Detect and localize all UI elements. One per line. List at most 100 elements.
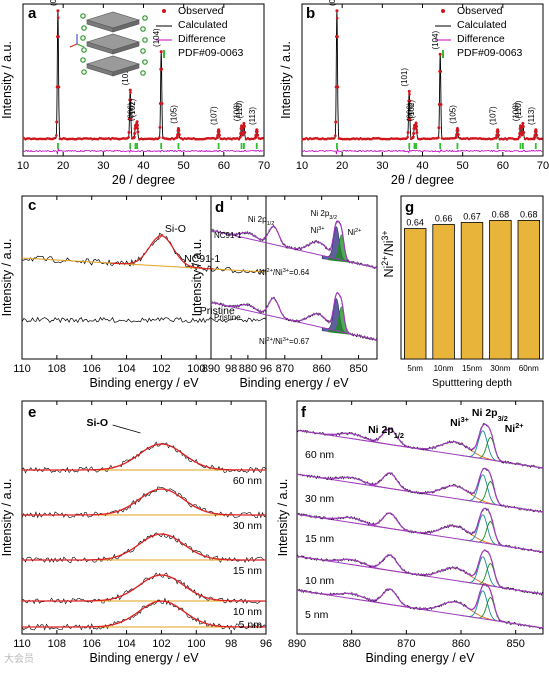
x-tick-label: 860 xyxy=(312,363,330,375)
panel-g: g 0.64 5nm 0.66 10nm 0.67 15nm 0.68 30nm 0.68 60nm… xyxy=(380,195,544,389)
x-tick-label: 850 xyxy=(506,638,524,650)
observed-point xyxy=(335,9,339,13)
ni-2p12-label: Ni 2p1/2 xyxy=(248,215,274,227)
legend-entry: Difference xyxy=(178,33,226,45)
difference-line xyxy=(301,148,543,155)
x-tick-label: 104 xyxy=(117,638,135,650)
x-tick-label: 30nm xyxy=(490,364,510,373)
observed-point xyxy=(73,137,76,141)
octahedral-layer-side xyxy=(112,63,140,77)
si-o-peak-label: Si-O xyxy=(165,223,186,235)
fit-curve-1 xyxy=(22,488,266,516)
panel-f: f 890 880 870 860 850 Binding energy / eV Inten… xyxy=(276,400,544,665)
depth-label-1: 30 nm xyxy=(305,493,334,505)
x-tick-label: 108 xyxy=(48,363,66,375)
observed-point xyxy=(317,137,321,141)
depth-label-0: 60 nm xyxy=(305,449,334,461)
watermark: 大会员 xyxy=(4,654,34,665)
ni3-label: Ni3+ xyxy=(450,415,469,430)
observed-point xyxy=(496,133,500,137)
hkl-label: (101) xyxy=(121,66,130,85)
x-tick-label: 60 xyxy=(497,160,509,172)
observed-point xyxy=(35,137,38,141)
y-axis-label: Intensity / a.u. xyxy=(0,479,14,557)
panel-letter: c xyxy=(28,197,36,214)
x-tick-label: 20 xyxy=(336,160,348,172)
x-tick-label: 40 xyxy=(137,160,149,172)
panel-letter: a xyxy=(28,5,37,22)
observed-point xyxy=(175,135,179,139)
observed-point xyxy=(217,133,221,137)
x-tick-label: 70 xyxy=(537,160,549,172)
observed-point xyxy=(158,136,161,139)
observed-point xyxy=(336,85,340,89)
y-axis-label: Ni2+/Ni3+ xyxy=(380,230,396,277)
observed-point xyxy=(194,137,197,141)
x-tick-label: 860 xyxy=(452,638,470,650)
hkl-label: (104) xyxy=(152,28,161,47)
depth-label-4: 5 nm xyxy=(305,609,329,621)
observed-point xyxy=(335,35,339,39)
hkl-label: (110) xyxy=(235,100,244,118)
x-tick-label: 30 xyxy=(97,160,109,172)
lithium-atom xyxy=(140,26,146,32)
observed-point xyxy=(135,120,139,124)
observed-point xyxy=(56,35,60,39)
observed-point xyxy=(449,136,453,140)
plot-frame xyxy=(296,400,544,635)
ni-2p32-label: Ni 2p3/2 xyxy=(311,209,337,221)
observed-point xyxy=(323,137,326,141)
observed-point xyxy=(456,133,460,137)
bar-30nm xyxy=(489,220,512,360)
lithium-atom xyxy=(140,70,146,76)
observed-point xyxy=(341,137,344,141)
legend-marker-observed xyxy=(162,9,166,13)
observed-point xyxy=(261,136,264,140)
observed-point xyxy=(112,137,116,140)
x-tick-label: 870 xyxy=(397,638,415,650)
observed-point xyxy=(408,118,412,122)
x-tick-label: 10nm xyxy=(434,364,454,373)
raw-spectrum-1 xyxy=(21,486,267,519)
depth-label-4: 5 nm xyxy=(239,619,263,631)
legend-entry: Difference xyxy=(457,33,505,45)
observed-point xyxy=(415,131,419,135)
observed-point xyxy=(129,117,133,121)
x-tick-label: 40 xyxy=(416,160,428,172)
observed-point xyxy=(496,130,500,134)
observed-point xyxy=(242,124,246,128)
hkl-label: (101) xyxy=(400,68,409,87)
observed-point xyxy=(408,92,411,96)
series-label-pristine: Pristine xyxy=(200,305,235,317)
panel-c: c 110 108 106 104 102 100 98 96 Binding energy / … xyxy=(0,195,272,390)
observed-point xyxy=(238,135,242,139)
raw-spectrum-3 xyxy=(21,572,267,605)
bar-15nm xyxy=(460,222,484,360)
observed-point xyxy=(437,126,441,130)
panel-a: a 10 20 30 40 50 60 70 2θ / degree Intensity / a.… xyxy=(0,0,270,187)
observed-point xyxy=(521,121,525,125)
panel-letter: f xyxy=(301,404,307,421)
x-axis-label: 2θ / degree xyxy=(112,173,175,187)
observed-point xyxy=(240,126,244,130)
observed-point xyxy=(196,137,199,141)
x-tick-label: 106 xyxy=(83,363,101,375)
hkl-label: (107) xyxy=(210,106,219,125)
legend-entry: Calculated xyxy=(178,19,228,31)
observed-point xyxy=(160,102,164,106)
lithium-atom xyxy=(80,35,86,41)
depth-label-2: 15 nm xyxy=(305,533,334,545)
observed-point xyxy=(406,131,410,135)
octahedral-layer-side xyxy=(112,41,140,55)
hkl-label: (105) xyxy=(448,105,457,124)
observed-point xyxy=(343,137,346,141)
observed-point xyxy=(237,137,241,141)
bar-value-label: 0.68 xyxy=(520,209,538,219)
observed-point xyxy=(199,137,203,141)
raw-spectrum xyxy=(296,422,544,470)
observed-point xyxy=(330,137,334,140)
raw-spectrum-2 xyxy=(21,532,267,564)
x-tick-label: 880 xyxy=(239,363,257,375)
observed-point xyxy=(534,130,538,134)
fit-envelope xyxy=(296,549,544,595)
